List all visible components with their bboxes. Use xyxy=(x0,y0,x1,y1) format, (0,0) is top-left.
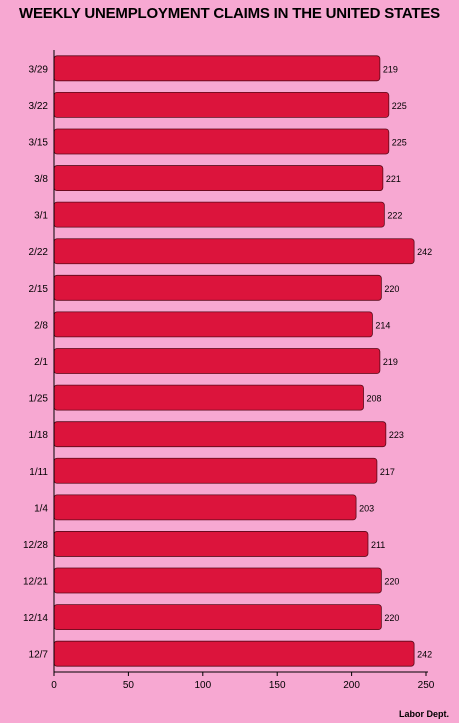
value-label: 225 xyxy=(392,137,407,147)
value-label: 217 xyxy=(380,467,395,477)
value-label: 221 xyxy=(386,174,401,184)
value-label: 222 xyxy=(387,211,402,221)
category-label: 12/7 xyxy=(29,650,49,661)
bar xyxy=(53,201,385,228)
value-label: 219 xyxy=(383,357,398,367)
category-label: 2/8 xyxy=(34,320,48,331)
category-label: 12/14 xyxy=(23,613,48,624)
value-label: 223 xyxy=(389,430,404,440)
bar xyxy=(53,128,390,155)
value-label: 220 xyxy=(384,613,399,623)
value-label: 220 xyxy=(384,577,399,587)
x-tick-label: 200 xyxy=(343,680,360,691)
bar xyxy=(53,274,382,301)
value-label: 214 xyxy=(375,320,390,330)
category-label: 2/15 xyxy=(29,284,49,295)
bar xyxy=(53,165,384,191)
category-label: 2/22 xyxy=(29,247,49,258)
bar xyxy=(53,604,382,631)
bar xyxy=(53,421,387,448)
value-label: 211 xyxy=(371,540,385,550)
category-label: 3/22 xyxy=(29,101,49,112)
bar xyxy=(53,91,390,118)
value-label: 242 xyxy=(417,247,432,257)
category-label: 3/15 xyxy=(29,137,49,148)
category-label: 3/1 xyxy=(34,211,48,222)
x-tick-label: 50 xyxy=(123,680,135,691)
chart-title: WEEKLY UNEMPLOYMENT CLAIMS IN THE UNITED… xyxy=(19,5,440,22)
value-label: 203 xyxy=(359,503,374,513)
bar xyxy=(53,567,382,594)
category-label: 1/18 xyxy=(29,430,49,441)
bar xyxy=(53,238,415,265)
x-tick-label: 100 xyxy=(194,680,211,691)
category-label: 1/11 xyxy=(29,467,48,478)
x-tick-label: 250 xyxy=(418,680,435,691)
bar xyxy=(53,494,357,521)
bar xyxy=(53,311,373,338)
bar xyxy=(53,457,378,484)
axes-group: 0 50 100 150 200 250 xyxy=(51,50,435,691)
value-label: 219 xyxy=(383,64,398,74)
bar xyxy=(53,640,415,667)
value-label: 220 xyxy=(384,284,399,294)
category-label: 12/28 xyxy=(23,540,48,551)
category-label: 1/25 xyxy=(29,394,49,405)
x-tick-label: 150 xyxy=(269,680,286,691)
value-label: 208 xyxy=(367,394,382,404)
bar xyxy=(53,384,364,411)
bars-group: 3/29 219 3/22 225 3/15 225 3/8 221 3/1 222 2/22 242… xyxy=(23,55,432,667)
bar xyxy=(53,531,369,557)
x-tick-label: 0 xyxy=(51,680,57,691)
category-label: 12/21 xyxy=(23,577,48,588)
category-label: 3/29 xyxy=(29,64,49,75)
value-label: 242 xyxy=(417,650,432,660)
source-label: Labor Dept. xyxy=(398,709,449,719)
category-label: 3/8 xyxy=(34,174,48,185)
value-label: 225 xyxy=(392,101,407,111)
bar xyxy=(53,348,381,374)
bar xyxy=(53,55,381,82)
category-label: 2/1 xyxy=(34,357,48,368)
category-label: 1/4 xyxy=(34,503,48,514)
